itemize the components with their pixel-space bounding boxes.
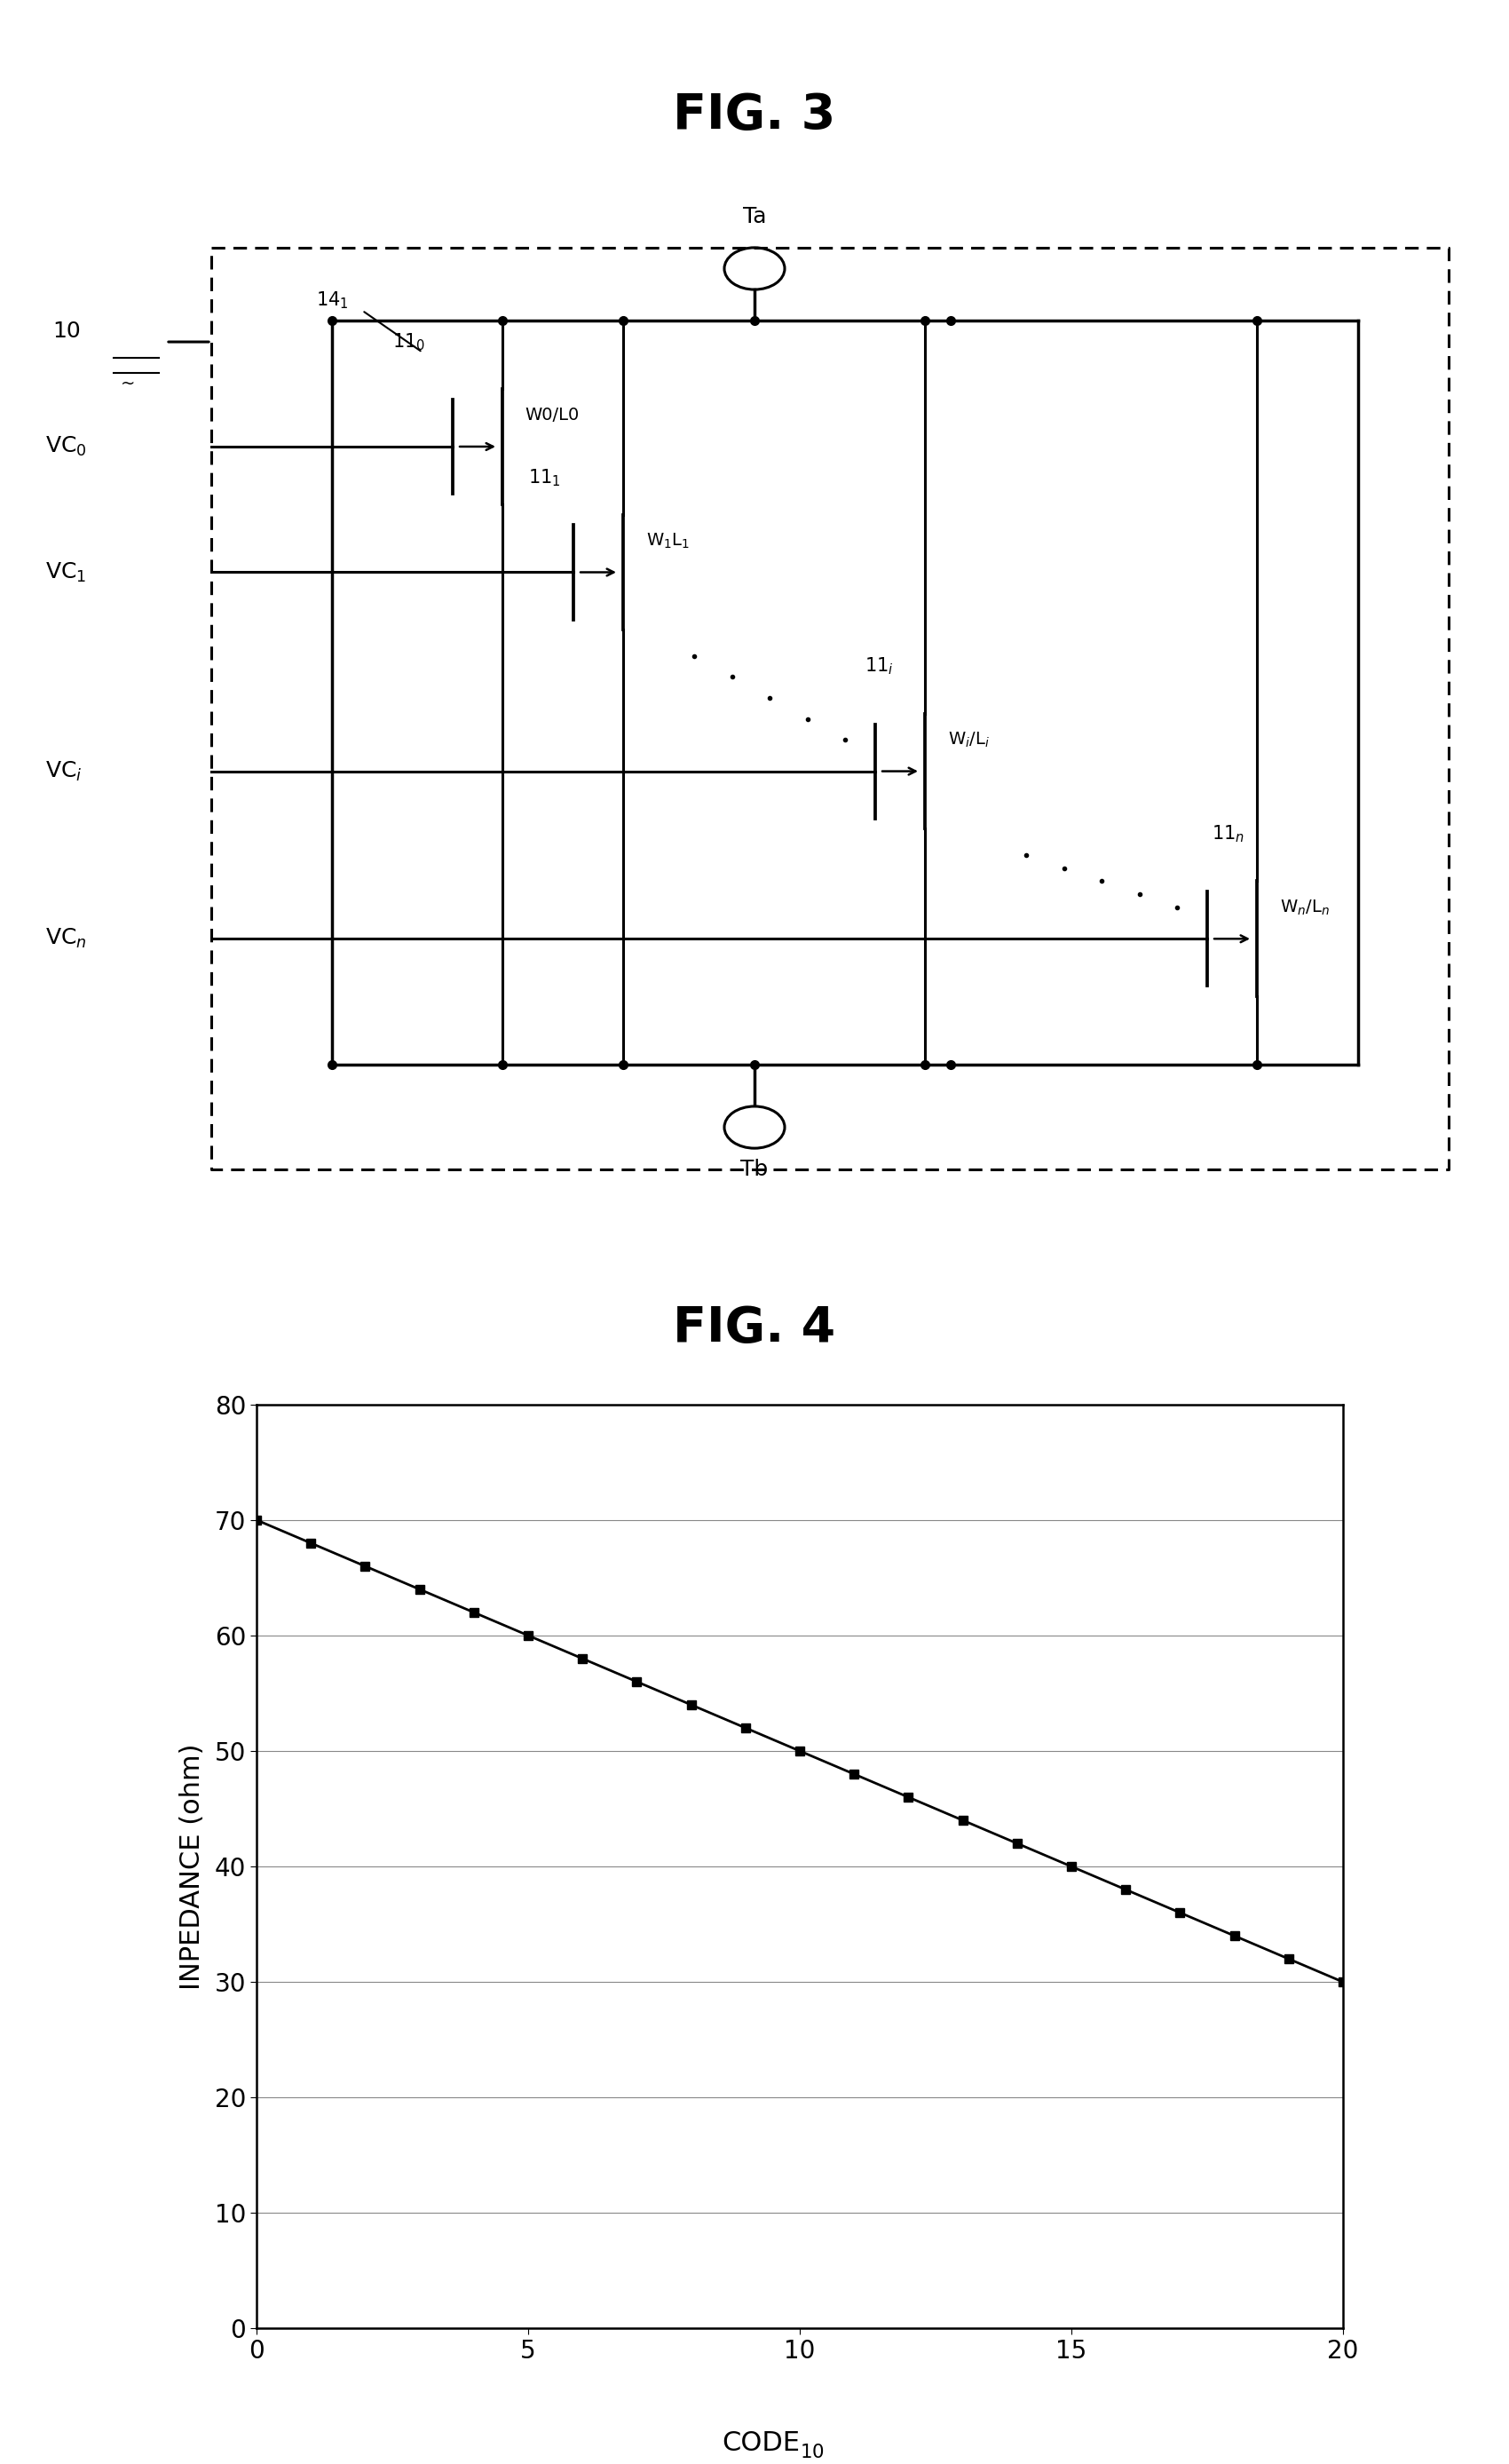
Text: FIG. 4: FIG. 4 [673, 1303, 836, 1353]
Text: 11$_1$: 11$_1$ [528, 468, 561, 488]
Text: W$_n$/L$_n$: W$_n$/L$_n$ [1280, 897, 1329, 917]
Text: W$_1$L$_1$: W$_1$L$_1$ [646, 532, 690, 549]
Y-axis label: INPEDANCE (ohm): INPEDANCE (ohm) [180, 1745, 205, 1991]
Text: Ta: Ta [742, 205, 767, 227]
Text: VC$_n$: VC$_n$ [45, 926, 86, 951]
Text: CODE: CODE [721, 2430, 800, 2457]
Text: W$_i$/L$_i$: W$_i$/L$_i$ [948, 729, 990, 749]
Text: Tb: Tb [741, 1158, 768, 1180]
Text: $_{10}$: $_{10}$ [800, 2434, 824, 2462]
Text: 11$_n$: 11$_n$ [1212, 823, 1245, 845]
Text: FIG. 3: FIG. 3 [673, 91, 836, 140]
Text: ~: ~ [121, 375, 136, 392]
Text: 10: 10 [53, 320, 81, 342]
Text: W0/L0: W0/L0 [525, 407, 579, 424]
Text: 11$_0$: 11$_0$ [392, 330, 426, 352]
Text: 11$_i$: 11$_i$ [865, 655, 893, 678]
Text: VC$_0$: VC$_0$ [45, 436, 86, 458]
Text: 14$_1$: 14$_1$ [315, 288, 349, 310]
Text: VC$_1$: VC$_1$ [45, 562, 86, 584]
Text: VC$_i$: VC$_i$ [45, 759, 81, 784]
